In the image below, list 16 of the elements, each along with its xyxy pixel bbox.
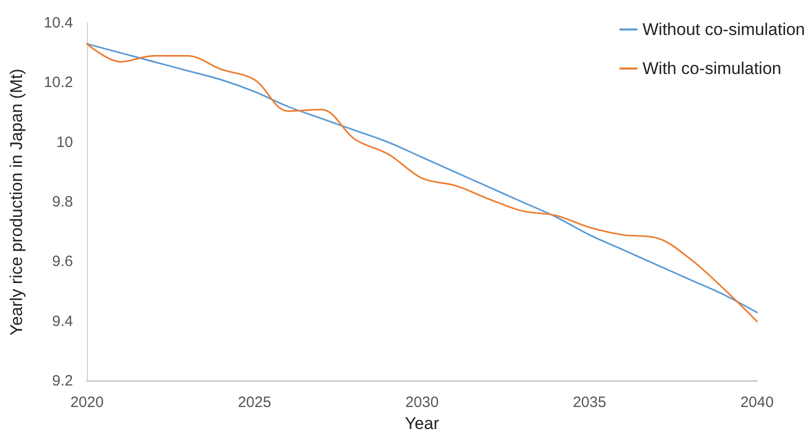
x-tick-label: 2035 [572,394,606,412]
y-tick-label: 9.8 [52,194,73,211]
x-tick-label: 2040 [740,394,774,412]
x-tick-label: 2030 [405,394,439,412]
y-tick-label: 9.2 [52,372,73,390]
y-axis-title: Yearly rice production in Japan (Mt) [7,68,26,336]
x-tick-label: 2020 [70,394,104,412]
y-tick-label: 10 [56,134,73,151]
y-tick-label: 10.4 [44,14,73,32]
y-tick-label: 9.6 [52,253,73,270]
x-tick-label: 2025 [238,394,272,412]
x-axis-title: Year [404,414,440,433]
y-tick-label: 9.4 [52,312,73,330]
legend-label: Without co-simulation [642,20,806,39]
legend-label: With co-simulation [642,59,782,78]
y-tick-label: 10.2 [44,74,73,92]
